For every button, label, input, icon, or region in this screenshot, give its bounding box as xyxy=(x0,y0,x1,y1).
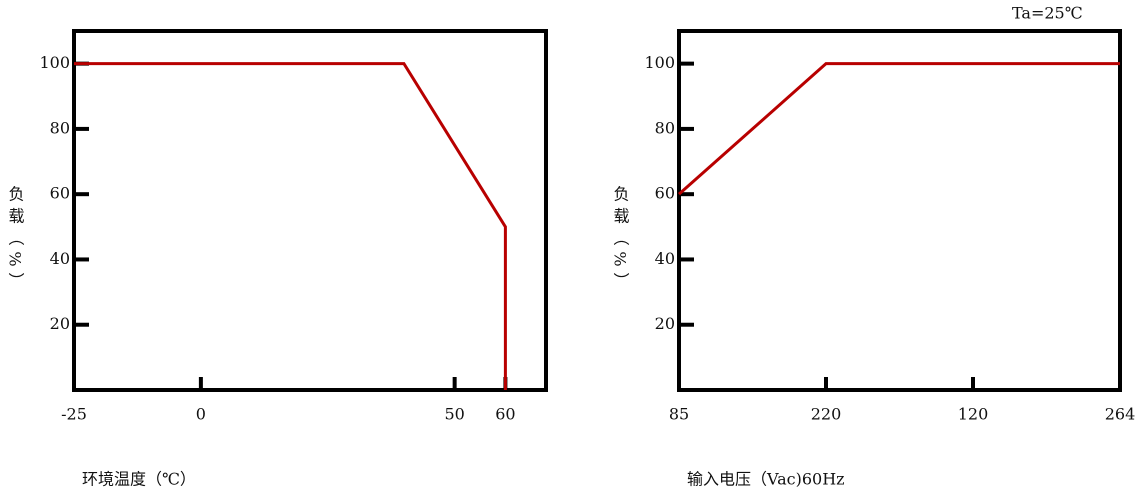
x-tick-label: 85 xyxy=(669,405,689,424)
x-axis-title: 环境温度（℃） xyxy=(82,470,196,489)
y-tick-label: 80 xyxy=(655,118,675,137)
y-tick-label: 40 xyxy=(50,249,70,268)
y-axis-title: 负载（%） xyxy=(6,185,25,294)
data-line xyxy=(74,62,507,390)
x-axis-title: 输入电压（Vac)60Hz xyxy=(687,470,845,489)
x-tick-label: 120 xyxy=(958,405,989,424)
y-tick-label: 80 xyxy=(50,118,70,137)
plot-frame xyxy=(677,29,1122,392)
plot-frame xyxy=(72,29,548,392)
y-tick-label: 40 xyxy=(655,249,675,268)
y-tick-label: 60 xyxy=(50,184,70,203)
y-tick-label: 100 xyxy=(644,53,675,72)
y-tick-label: 60 xyxy=(655,184,675,203)
x-tick-label: -25 xyxy=(61,405,87,424)
x-tick-label: 264 xyxy=(1105,405,1136,424)
x-tick-label: 220 xyxy=(811,405,842,424)
annotation: Ta=25℃ xyxy=(1012,4,1083,23)
x-tick-label: 50 xyxy=(444,405,464,424)
x-tick-label: 60 xyxy=(495,405,515,424)
y-tick-label: 100 xyxy=(39,53,70,72)
y-tick-label: 20 xyxy=(50,314,70,333)
x-tick-label: 0 xyxy=(196,405,206,424)
y-axis-title: 负载（%） xyxy=(611,185,630,294)
y-tick-label: 20 xyxy=(655,314,675,333)
data-line xyxy=(678,62,1120,196)
